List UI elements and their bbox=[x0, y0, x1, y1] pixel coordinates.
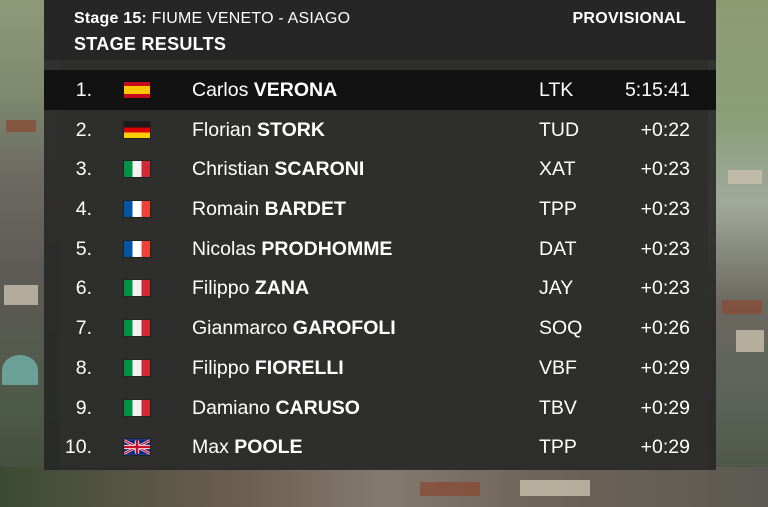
result-row: 10. Max POOLE TPP +0:29 bbox=[44, 427, 716, 467]
team-code: DAT bbox=[539, 237, 577, 260]
rider-first-name: Romain bbox=[192, 198, 260, 221]
position-number: 9. bbox=[75, 396, 92, 419]
flag-de-icon bbox=[124, 121, 150, 138]
rider-name: Damiano CARUSO bbox=[192, 397, 360, 420]
finish-time: +0:22 bbox=[640, 118, 690, 141]
rider-name: Max POOLE bbox=[192, 436, 303, 459]
background-house bbox=[736, 330, 764, 352]
position-number: 4. bbox=[75, 198, 92, 221]
results-header: Stage 15: FIUME VENETO - ASIAGO STAGE RE… bbox=[44, 0, 716, 60]
finish-time: +0:23 bbox=[640, 158, 690, 181]
finish-time: +0:26 bbox=[640, 317, 690, 340]
rider-name: Carlos VERONA bbox=[192, 79, 337, 102]
team-code: LTK bbox=[539, 79, 574, 101]
rider-last-name: GAROFOLI bbox=[292, 317, 396, 340]
background-house bbox=[520, 480, 590, 496]
background-dome bbox=[2, 355, 38, 385]
background-right-strip bbox=[708, 0, 768, 507]
flag-it-icon bbox=[124, 320, 150, 337]
flag-it-icon bbox=[124, 280, 150, 297]
flag-fr-icon bbox=[124, 201, 150, 218]
team-code: JAY bbox=[539, 277, 574, 300]
finish-time: +0:29 bbox=[640, 356, 690, 379]
team-code: SOQ bbox=[539, 317, 583, 340]
rider-name: Filippo FIORELLI bbox=[192, 357, 344, 380]
rider-name: Gianmarco GAROFOLI bbox=[192, 317, 396, 340]
flag-it-icon bbox=[124, 359, 150, 376]
stage-results-title: STAGE RESULTS bbox=[74, 34, 227, 54]
position-number: 6. bbox=[75, 277, 92, 300]
position-number: 8. bbox=[75, 356, 92, 379]
result-row: 3. Christian SCARONI XAT +0:23 bbox=[44, 149, 716, 189]
position-number: 1. bbox=[75, 79, 92, 101]
rider-last-name: SCARONI bbox=[274, 158, 365, 181]
background-house bbox=[728, 170, 762, 184]
result-row: 8. Filippo FIORELLI VBF +0:29 bbox=[44, 348, 716, 388]
rider-last-name: CARUSO bbox=[275, 396, 360, 419]
rider-name: Romain BARDET bbox=[192, 198, 346, 221]
finish-time: +0:29 bbox=[640, 396, 690, 419]
flag-it-icon bbox=[124, 161, 150, 178]
finish-time: 5:15:41 bbox=[624, 79, 690, 101]
rider-last-name: STORK bbox=[257, 118, 325, 141]
rider-first-name: Gianmarco bbox=[192, 317, 288, 340]
background-roof bbox=[722, 300, 762, 314]
team-code: TPP bbox=[539, 436, 577, 459]
position-number: 5. bbox=[75, 237, 92, 260]
rider-first-name: Nicolas bbox=[192, 237, 256, 260]
position-number: 3. bbox=[75, 158, 92, 181]
rider-first-name: Damiano bbox=[192, 396, 271, 419]
rider-name: Filippo ZANA bbox=[192, 277, 309, 300]
team-code: XAT bbox=[539, 158, 576, 181]
finish-time: +0:23 bbox=[640, 237, 690, 260]
flag-fr-icon bbox=[124, 240, 150, 257]
result-row: 7. Gianmarco GAROFOLI SOQ +0:26 bbox=[44, 308, 716, 348]
position-number: 2. bbox=[75, 118, 92, 141]
team-code: TUD bbox=[539, 118, 580, 141]
team-code: TBV bbox=[539, 396, 577, 419]
background-roof bbox=[6, 120, 36, 132]
rider-first-name: Christian bbox=[192, 158, 269, 181]
position-number: 7. bbox=[75, 317, 92, 340]
rider-name: Nicolas PRODHOMME bbox=[192, 238, 392, 261]
background-roof bbox=[420, 482, 480, 496]
rider-first-name: Carlos bbox=[192, 79, 249, 101]
flag-gb-icon bbox=[124, 439, 150, 456]
finish-time: +0:29 bbox=[640, 436, 690, 459]
rider-last-name: PRODHOMME bbox=[261, 237, 393, 260]
flag-it-icon bbox=[124, 399, 150, 416]
rider-name: Christian SCARONI bbox=[192, 158, 364, 181]
finish-time: +0:23 bbox=[640, 277, 690, 300]
rider-first-name: Filippo bbox=[192, 277, 250, 300]
result-row: 9. Damiano CARUSO TBV +0:29 bbox=[44, 388, 716, 428]
team-code: VBF bbox=[539, 356, 577, 379]
stage-results-panel: Stage 15: FIUME VENETO - ASIAGO STAGE RE… bbox=[44, 0, 716, 470]
provisional-badge: PROVISIONAL bbox=[572, 10, 686, 27]
background-bottom-strip bbox=[0, 467, 768, 507]
rider-name: Florian STORK bbox=[192, 119, 325, 142]
rider-first-name: Florian bbox=[192, 118, 252, 141]
rider-first-name: Max bbox=[192, 436, 229, 459]
team-code: TPP bbox=[539, 198, 577, 221]
flag-es-icon bbox=[124, 82, 150, 98]
rider-last-name: BARDET bbox=[264, 198, 346, 221]
stage-info: Stage 15: FIUME VENETO - ASIAGO bbox=[74, 10, 350, 28]
rider-last-name: POOLE bbox=[234, 436, 303, 459]
rider-last-name: VERONA bbox=[253, 79, 338, 101]
result-row: 6. Filippo ZANA JAY +0:23 bbox=[44, 268, 716, 308]
rider-first-name: Filippo bbox=[192, 356, 250, 379]
result-row: 5. Nicolas PRODHOMME DAT +0:23 bbox=[44, 229, 716, 269]
finish-time: +0:23 bbox=[640, 198, 690, 221]
result-row: 1. Carlos VERONA LTK 5:15:41 bbox=[44, 70, 716, 110]
stage-route: FIUME VENETO - ASIAGO bbox=[151, 10, 351, 27]
background-house bbox=[4, 285, 38, 305]
stage-number: Stage 15: bbox=[74, 10, 147, 27]
results-list: 1. Carlos VERONA LTK 5:15:41 2. Florian STORK… bbox=[44, 70, 716, 467]
result-row: 4. Romain BARDET TPP +0:23 bbox=[44, 189, 716, 229]
rider-last-name: FIORELLI bbox=[254, 356, 344, 379]
result-row: 2. Florian STORK TUD +0:22 bbox=[44, 110, 716, 150]
position-number: 10. bbox=[64, 436, 92, 459]
rider-last-name: ZANA bbox=[254, 277, 310, 300]
